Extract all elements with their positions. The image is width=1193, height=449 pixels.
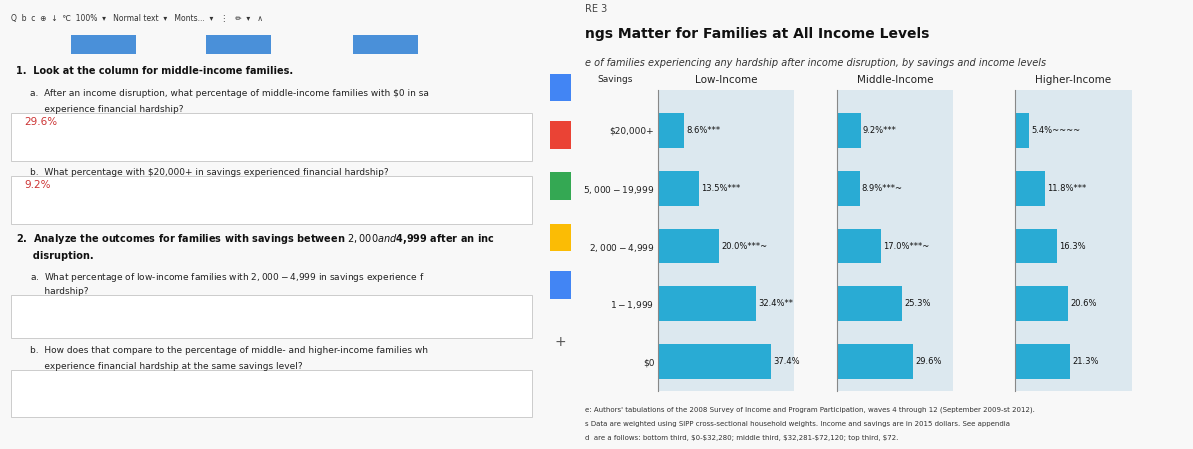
Bar <box>836 171 860 206</box>
Bar <box>11 295 532 339</box>
Bar <box>550 172 571 200</box>
Text: d  are a follows: bottom third, $0-$32,280; middle third, $32,281-$72,120; top t: d are a follows: bottom third, $0-$32,28… <box>585 435 898 441</box>
Title: Low-Income: Low-Income <box>694 75 758 85</box>
Text: 29.6%: 29.6% <box>24 117 57 127</box>
Bar <box>206 35 272 54</box>
Bar <box>550 271 571 299</box>
Title: Higher-Income: Higher-Income <box>1036 75 1111 85</box>
Text: hardship?: hardship? <box>30 287 88 296</box>
Bar <box>70 35 136 54</box>
Text: disruption.: disruption. <box>17 251 94 261</box>
Text: 25.3%: 25.3% <box>904 299 931 308</box>
Bar <box>659 229 718 264</box>
Text: s Data are weighted using SIPP cross-sectional household weights. Income and sav: s Data are weighted using SIPP cross-sec… <box>585 421 1009 427</box>
Bar <box>836 229 880 264</box>
Text: 37.4%: 37.4% <box>773 357 799 366</box>
Text: 20.6%: 20.6% <box>1070 299 1096 308</box>
Bar <box>550 74 571 101</box>
Text: 29.6%: 29.6% <box>915 357 942 366</box>
Bar <box>550 121 571 149</box>
Bar <box>1015 171 1045 206</box>
Bar <box>1015 344 1070 379</box>
Text: 1.  Look at the column for middle-income families.: 1. Look at the column for middle-income … <box>17 66 293 76</box>
Text: 32.4%**: 32.4%** <box>759 299 793 308</box>
Bar <box>836 113 860 148</box>
Text: 8.6%***: 8.6%*** <box>687 126 721 135</box>
Text: b.  How does that compare to the percentage of middle- and higher-income familie: b. How does that compare to the percenta… <box>30 346 428 355</box>
Text: e of families experiencing any hardship after income disruption, by savings and : e of families experiencing any hardship … <box>585 58 1046 68</box>
Bar <box>11 176 532 224</box>
Bar <box>550 224 571 251</box>
Text: 21.3%: 21.3% <box>1073 357 1099 366</box>
Bar <box>353 35 418 54</box>
Text: RE 3: RE 3 <box>585 4 607 14</box>
Bar <box>659 113 685 148</box>
Text: 13.5%***: 13.5%*** <box>701 184 741 193</box>
Bar <box>659 171 699 206</box>
Bar <box>836 344 914 379</box>
Text: experience financial hardship at the same savings level?: experience financial hardship at the sam… <box>30 362 303 371</box>
Text: b.  What percentage with $20,000+ in savings experienced financial hardship?: b. What percentage with $20,000+ in savi… <box>30 168 389 177</box>
Text: 9.2%: 9.2% <box>24 180 51 190</box>
Bar <box>11 113 532 161</box>
Text: e: Authors' tabulations of the 2008 Survey of Income and Program Participation, : e: Authors' tabulations of the 2008 Surv… <box>585 406 1034 413</box>
Text: Savings: Savings <box>598 75 633 84</box>
Bar <box>659 344 771 379</box>
Text: 9.2%***: 9.2%*** <box>863 126 896 135</box>
Bar <box>836 286 902 321</box>
Text: +: + <box>555 335 567 349</box>
Text: a.  What percentage of low-income families with $2,000 - $4,999 in savings exper: a. What percentage of low-income familie… <box>30 271 425 284</box>
Text: ngs Matter for Families at All Income Levels: ngs Matter for Families at All Income Le… <box>585 27 929 41</box>
Text: 8.9%***~: 8.9%***~ <box>861 184 903 193</box>
Text: Q  b  c  ⊕  ↓  ℃  100%  ▾   Normal text  ▾   Monts...  ▾   ⋮   ✏  ▾   ∧: Q b c ⊕ ↓ ℃ 100% ▾ Normal text ▾ Monts..… <box>11 14 262 23</box>
Bar <box>1015 286 1068 321</box>
Bar <box>1015 113 1028 148</box>
Text: 5.4%~~~~: 5.4%~~~~ <box>1031 126 1080 135</box>
Bar <box>1015 229 1057 264</box>
Title: Middle-Income: Middle-Income <box>857 75 933 85</box>
Text: experience financial hardship?: experience financial hardship? <box>30 105 184 114</box>
Text: 2.  Analyze the outcomes for families with savings between $2,000 and $4,999 aft: 2. Analyze the outcomes for families wit… <box>17 232 495 246</box>
Text: a.  After an income disruption, what percentage of middle-income families with $: a. After an income disruption, what perc… <box>30 89 428 98</box>
Bar <box>11 370 532 418</box>
Text: 17.0%***~: 17.0%***~ <box>883 242 929 251</box>
Text: 16.3%: 16.3% <box>1059 242 1086 251</box>
Text: 11.8%***: 11.8%*** <box>1047 184 1087 193</box>
Bar <box>659 286 756 321</box>
Text: 20.0%***~: 20.0%***~ <box>721 242 767 251</box>
